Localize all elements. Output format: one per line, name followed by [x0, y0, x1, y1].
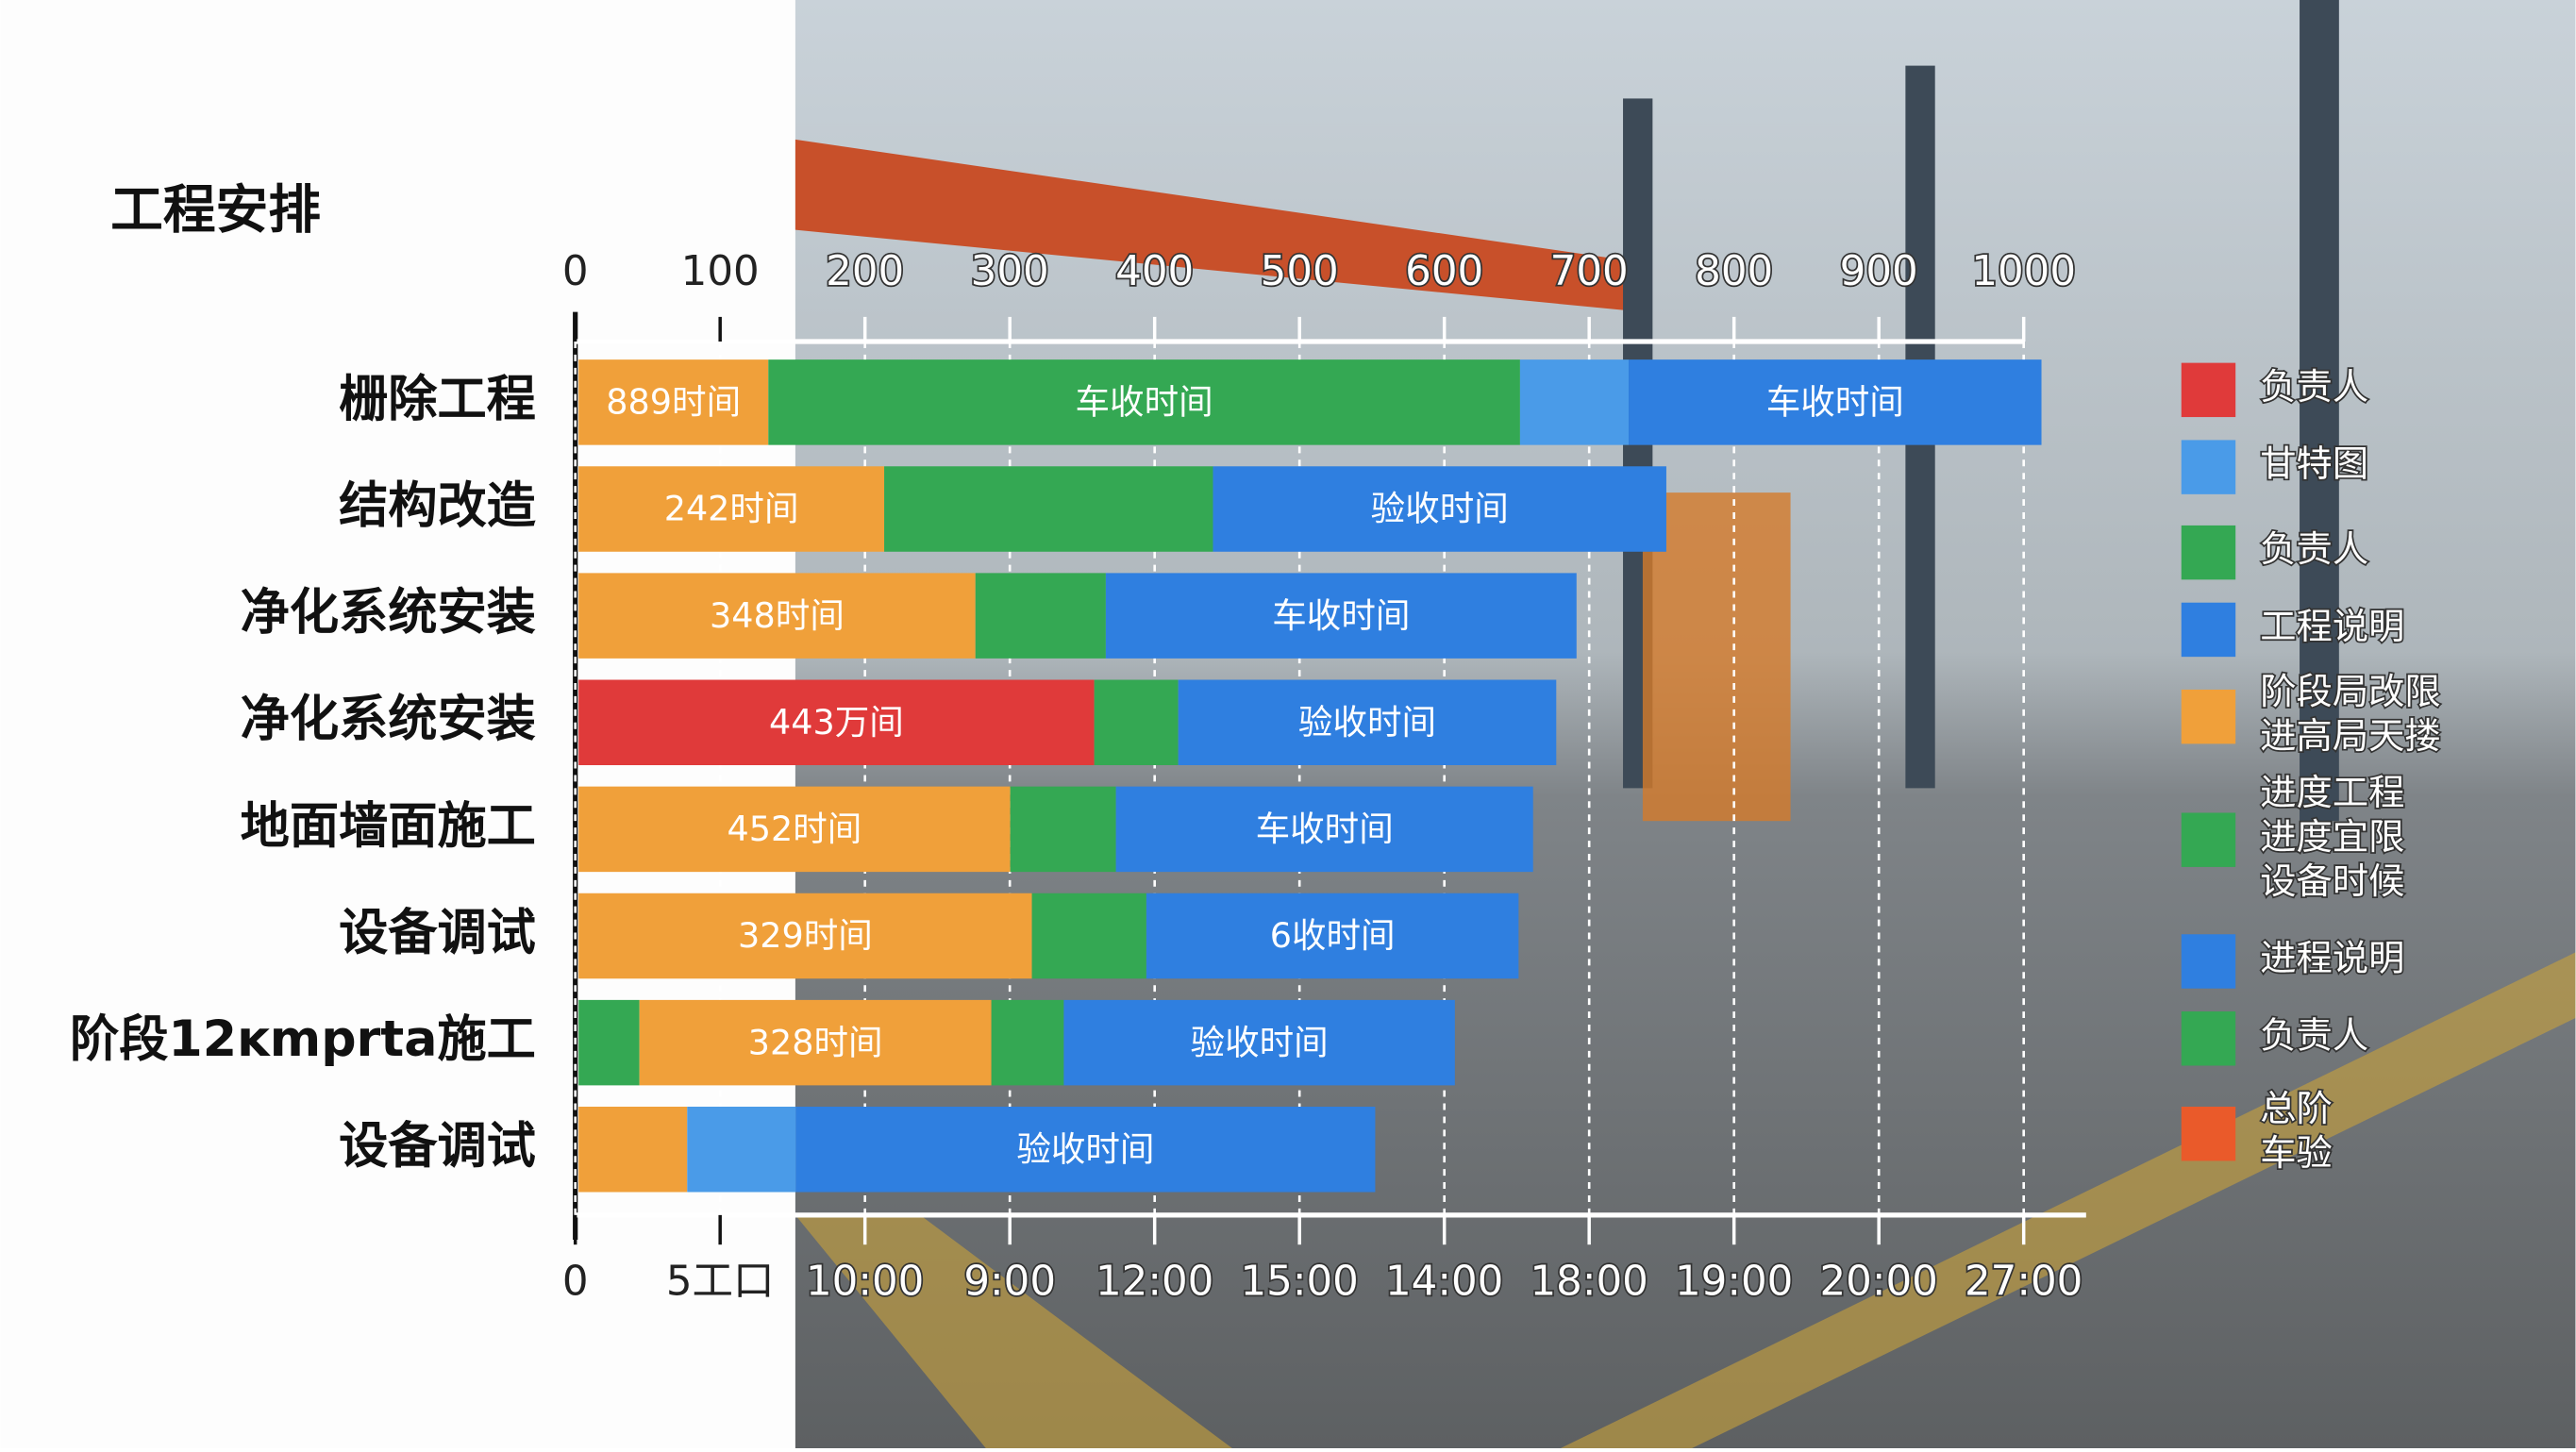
- segment-label: 验收时间: [1016, 1128, 1154, 1169]
- bar-segment: [991, 999, 1064, 1086]
- legend-label: 进程说明: [2260, 938, 2404, 980]
- legend-swatch: [2181, 362, 2236, 418]
- legend-swatch: [2181, 440, 2236, 494]
- bar-segment: [578, 679, 1095, 766]
- bar-segment: [578, 999, 640, 1086]
- segment-label: 6收时间: [1270, 915, 1396, 956]
- segment-label: 车收时间: [1272, 595, 1410, 636]
- bar-segment: [1146, 893, 1519, 979]
- x-tick-label: 1000: [1971, 248, 2076, 295]
- x-tick-label: 0: [562, 248, 589, 295]
- category-label: 栅除工程: [339, 371, 536, 427]
- segment-label: 车收时间: [1256, 809, 1394, 849]
- x-tick-label: 800: [1695, 248, 1773, 295]
- x2-tick-label: 10:00: [806, 1258, 924, 1305]
- bar-segment: [578, 466, 885, 552]
- segment-label: 889时间: [606, 382, 741, 423]
- x2-tick-label: 12:00: [1096, 1258, 1213, 1305]
- bar-segment: [768, 359, 1520, 445]
- x-tick-label: 200: [826, 248, 904, 295]
- bar-segment: [578, 786, 1011, 873]
- legend-label: 工程说明: [2260, 606, 2404, 648]
- legend-label: 进度工程: [2260, 772, 2404, 814]
- segment-label: 验收时间: [1191, 1022, 1329, 1062]
- segment-label: 车收时间: [1766, 382, 1904, 423]
- legend-label: 甘特图: [2260, 443, 2368, 486]
- bar-segment: [795, 1107, 1376, 1193]
- category-label: 净化系统安装: [241, 692, 536, 748]
- chart-title: 工程安排: [110, 179, 321, 241]
- bar-segment: [578, 1107, 688, 1193]
- legend-swatch: [2181, 1011, 2236, 1066]
- segment-label: 验收时间: [1371, 489, 1509, 529]
- segment-label: 验收时间: [1298, 702, 1436, 743]
- bar-segment: [1031, 893, 1146, 979]
- legend-label: 总阶: [2260, 1088, 2333, 1130]
- category-label: 地面墙面施工: [241, 798, 536, 855]
- legend-label: 设备时候: [2260, 860, 2404, 903]
- category-label: 设备调试: [339, 905, 536, 961]
- legend-swatch: [2181, 812, 2236, 867]
- x-tick-label: 900: [1840, 248, 1918, 295]
- bar-segment: [975, 573, 1106, 659]
- x2-tick-label: 19:00: [1675, 1258, 1793, 1305]
- bar-segment: [1105, 573, 1577, 659]
- bar-segment: [687, 1107, 796, 1193]
- bar-segment: [578, 359, 769, 445]
- x2-tick-label: 14:00: [1385, 1258, 1503, 1305]
- legend-swatch: [2181, 689, 2236, 744]
- segment-label: 242时间: [664, 489, 799, 529]
- legend-swatch: [2181, 602, 2236, 658]
- x2-tick-label: 27:00: [1965, 1258, 2083, 1305]
- legend-label: 阶段局改限: [2260, 671, 2440, 713]
- legend-label: 进高局天搂: [2260, 715, 2440, 758]
- bar-segment: [884, 466, 1213, 552]
- legend-swatch: [2181, 525, 2236, 580]
- x2-tick-label: 18:00: [1530, 1258, 1648, 1305]
- segment-label: 329时间: [738, 915, 873, 956]
- x-tick-label: 300: [971, 248, 1049, 295]
- segment-label: 443万间: [769, 702, 904, 743]
- bar-segment: [639, 999, 992, 1086]
- bar-segment: [1178, 679, 1557, 766]
- category-label: 设备调试: [339, 1118, 536, 1175]
- legend-label: 车验: [2260, 1132, 2333, 1175]
- legend-swatch: [2181, 934, 2236, 989]
- x-tick-label: 400: [1115, 248, 1194, 295]
- x-tick-label: 700: [1550, 248, 1629, 295]
- x-tick-label: 600: [1405, 248, 1483, 295]
- x2-tick-label: 5工口: [666, 1258, 775, 1305]
- bar-segment: [1063, 999, 1455, 1086]
- x2-tick-label: 20:00: [1819, 1258, 1937, 1305]
- legend-label: 进度宜限: [2260, 816, 2404, 859]
- bar-segment: [1519, 359, 1630, 445]
- category-label: 净化系统安装: [241, 585, 536, 642]
- bar-segment: [1010, 786, 1116, 873]
- bar-segment: [1115, 786, 1533, 873]
- x-tick-label: 500: [1261, 248, 1339, 295]
- segment-label: 348时间: [710, 595, 845, 636]
- legend-swatch: [2181, 1107, 2236, 1161]
- legend-label: 负责人: [2260, 528, 2368, 571]
- bar-segment: [1094, 679, 1179, 766]
- x2-tick-label: 15:00: [1240, 1258, 1358, 1305]
- legend-label: 负责人: [2260, 366, 2368, 409]
- bar-segment: [1213, 466, 1666, 552]
- segment-label: 452时间: [727, 809, 861, 849]
- bar-segment: [1629, 359, 2042, 445]
- x-tick-label: 100: [681, 248, 760, 295]
- legend-label: 负责人: [2260, 1014, 2368, 1057]
- bar-segment: [578, 893, 1032, 979]
- x2-tick-label: 0: [562, 1258, 589, 1305]
- category-label: 阶段12ĸmprta施工: [70, 1011, 536, 1068]
- x2-tick-label: 9:00: [963, 1258, 1056, 1305]
- bar-segment: [578, 573, 976, 659]
- category-label: 结构改造: [339, 478, 536, 535]
- segment-label: 328时间: [748, 1022, 883, 1062]
- segment-label: 车收时间: [1076, 382, 1213, 423]
